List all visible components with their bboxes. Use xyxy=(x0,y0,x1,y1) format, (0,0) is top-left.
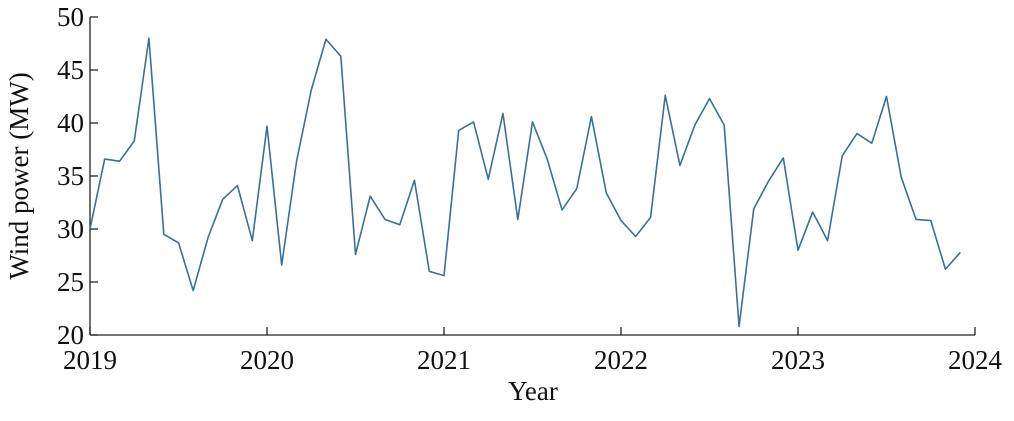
y-tick-label: 35 xyxy=(57,161,84,191)
y-tick-label: 25 xyxy=(57,267,84,297)
y-tick-label: 30 xyxy=(57,214,84,244)
y-tick-label: 20 xyxy=(57,320,84,350)
x-axis-label: Year xyxy=(508,376,558,406)
x-tick-label: 2024 xyxy=(948,345,1003,375)
x-tick-label: 2019 xyxy=(63,345,117,375)
x-tick-label: 2020 xyxy=(240,345,294,375)
x-tick-label: 2023 xyxy=(771,345,825,375)
y-tick-label: 40 xyxy=(57,108,84,138)
y-axis-label: Wind power (MW) xyxy=(4,72,34,279)
x-tick-label: 2021 xyxy=(417,345,471,375)
x-tick-label: 2022 xyxy=(594,345,648,375)
y-tick-label: 50 xyxy=(57,2,84,32)
y-tick-label: 45 xyxy=(57,55,84,85)
data-line xyxy=(89,37,961,328)
